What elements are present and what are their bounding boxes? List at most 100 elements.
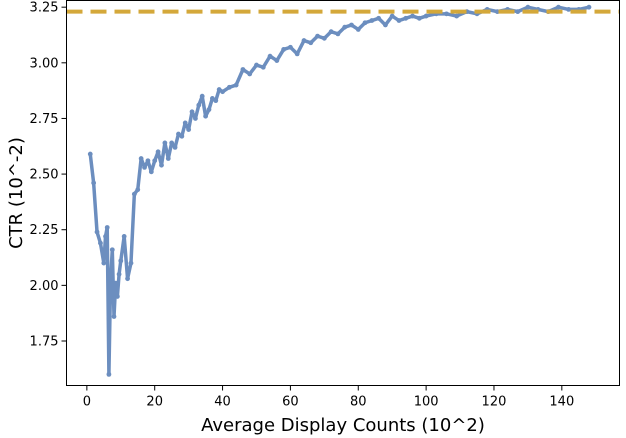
data-point — [103, 234, 108, 239]
data-point — [128, 260, 134, 266]
data-point — [383, 22, 388, 28]
plot-content — [66, 4, 620, 377]
data-point — [121, 234, 127, 239]
x-tick-label: 40 — [214, 395, 231, 410]
data-point — [315, 33, 320, 39]
y-tick-label: 3.25 — [30, 1, 59, 16]
y-axis: 1.75 2.00 2.25 2.50 2.75 3.00 3.25 — [30, 1, 67, 349]
y-tick-label: 1.75 — [30, 334, 59, 349]
data-point — [444, 11, 449, 17]
y-tick-label: 2.25 — [30, 223, 59, 238]
data-point — [220, 89, 225, 95]
data-point — [116, 271, 122, 277]
data-point — [109, 247, 115, 253]
data-point — [213, 98, 219, 104]
data-point — [199, 93, 205, 99]
y-tick-label: 2.50 — [30, 168, 59, 183]
data-point — [247, 71, 253, 77]
data-point — [396, 18, 402, 23]
data-point — [104, 225, 110, 230]
data-point — [165, 156, 171, 161]
data-point — [328, 29, 334, 35]
data-point — [159, 162, 164, 168]
data-point — [349, 22, 354, 28]
data-point — [101, 260, 107, 266]
x-tick-label: 80 — [350, 395, 367, 410]
data-point — [131, 191, 137, 197]
data-point — [335, 31, 341, 37]
data-point — [189, 109, 195, 115]
data-point — [515, 9, 521, 15]
data-point — [362, 20, 368, 26]
data-point — [260, 64, 266, 70]
data-point — [556, 4, 561, 10]
data-point — [423, 13, 429, 19]
data-point — [176, 131, 181, 137]
data-point — [288, 44, 293, 50]
data-point — [113, 280, 119, 286]
data-point — [87, 151, 93, 157]
data-point — [369, 18, 375, 23]
data-point — [209, 96, 215, 101]
series-line — [88, 5, 591, 377]
data-point — [566, 6, 572, 12]
data-point — [281, 47, 287, 52]
data-point — [106, 371, 112, 377]
data-point — [142, 165, 147, 170]
data-point — [169, 140, 175, 146]
data-point — [376, 15, 382, 21]
data-point — [267, 53, 273, 59]
x-tick-label: 60 — [282, 395, 299, 410]
data-point — [454, 13, 460, 19]
data-point — [162, 140, 168, 146]
data-point — [240, 67, 246, 72]
data-point — [301, 38, 307, 43]
data-point — [342, 24, 348, 30]
data-point — [98, 240, 103, 246]
data-point — [114, 294, 120, 299]
x-tick-label: 140 — [549, 395, 574, 410]
y-tick-label: 2.00 — [30, 279, 59, 294]
plot-frame — [66, 0, 620, 386]
data-point — [355, 27, 361, 32]
x-tick-label: 20 — [146, 395, 163, 410]
data-point — [321, 35, 327, 41]
data-point — [254, 62, 259, 68]
data-point — [182, 120, 188, 126]
data-point — [186, 127, 192, 132]
data-point — [91, 180, 97, 186]
data-point — [233, 82, 239, 88]
data-point — [193, 116, 198, 121]
data-point — [586, 4, 592, 10]
data-point — [206, 107, 212, 112]
y-tick-label: 2.75 — [30, 112, 59, 127]
x-tick-label: 0 — [83, 395, 91, 410]
data-point — [416, 15, 422, 21]
data-point — [410, 13, 415, 19]
data-point — [138, 156, 144, 161]
data-point — [145, 158, 151, 164]
data-point — [216, 87, 222, 92]
data-point — [125, 276, 130, 282]
data-point — [152, 158, 158, 164]
x-axis: 0 20 40 60 80 100 120 140 — [83, 385, 574, 410]
y-tick-label: 3.00 — [30, 56, 59, 71]
data-point — [148, 169, 154, 175]
data-point — [111, 314, 117, 319]
data-point — [108, 276, 113, 282]
data-point — [155, 149, 161, 155]
data-point — [203, 113, 209, 119]
data-point — [179, 133, 185, 139]
data-point — [118, 258, 124, 264]
x-tick-label: 100 — [414, 395, 439, 410]
x-tick-label: 120 — [482, 395, 507, 410]
data-point — [274, 58, 280, 63]
data-point — [525, 4, 531, 10]
data-point — [135, 187, 141, 193]
data-point — [172, 144, 178, 150]
data-point — [308, 40, 314, 46]
data-point — [196, 102, 202, 108]
data-point — [94, 229, 100, 235]
